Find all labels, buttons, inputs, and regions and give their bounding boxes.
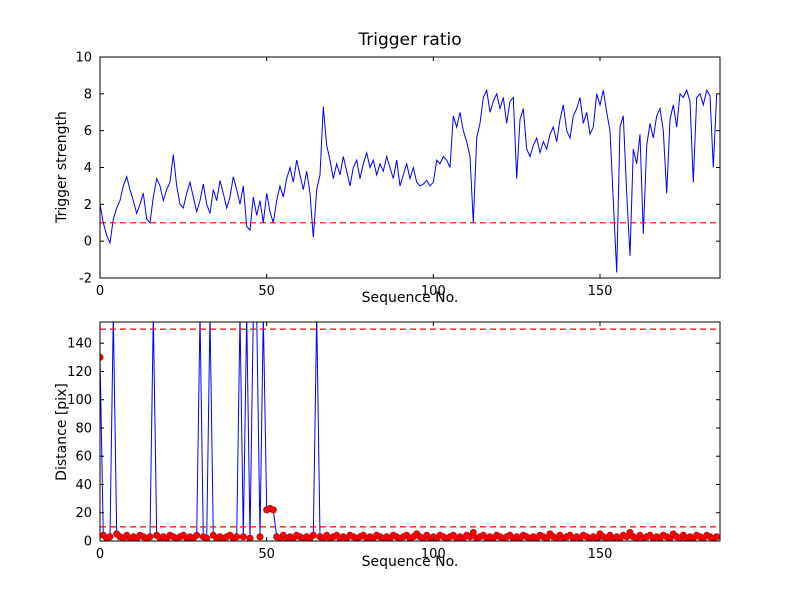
data-marker [203,534,211,541]
series-group [100,88,718,273]
y-tick-label: 10 [75,51,92,66]
x-tick-label: 150 [588,284,613,299]
series-group [100,322,720,541]
x-tick-label: 150 [588,547,613,562]
x-axis-label-top: Sequence No. [361,290,459,306]
x-tick-label: 0 [96,547,104,562]
series-line-trigger-strength [100,88,718,273]
series-line-distance [100,322,717,539]
y-tick-label: 40 [75,478,92,493]
y-tick-label: -2 [79,272,92,287]
data-marker [713,533,720,541]
y-tick-label: 60 [75,450,92,465]
data-marker [233,533,241,541]
data-marker [246,534,254,541]
y-tick-label: 120 [67,365,92,380]
y-tick-label: 4 [84,161,92,176]
data-marker [146,533,154,541]
chart-title: Trigger ratio [358,30,462,50]
data-marker [239,533,247,541]
y-tick-label: 100 [67,393,92,408]
x-tick-label: 0 [96,284,104,299]
y-tick-label: 80 [75,421,92,436]
y-tick-label: 6 [84,124,92,139]
y-tick-label: 0 [84,235,92,250]
x-tick-label: 100 [421,547,446,562]
x-tick-label: 50 [258,547,275,562]
axes-frame [99,321,721,542]
data-marker [469,528,477,536]
y-tick-label: 140 [67,337,92,352]
data-marker [269,506,277,514]
y-tick-label: 20 [75,506,92,521]
y-tick-label: 8 [84,87,92,102]
y-axis-label-bottom: Distance [pix] [54,383,70,481]
data-marker [193,531,201,539]
x-axis-label-bottom: Sequence No. [361,554,459,570]
data-marker [106,533,114,541]
y-tick-label: 0 [84,535,92,550]
x-tick-label: 50 [258,284,275,299]
data-marker [256,533,264,541]
data-marker [309,531,317,539]
y-axis-label-top: Trigger strength [54,111,70,223]
y-tick-label: 2 [84,198,92,213]
x-tick-label: 100 [421,284,446,299]
axes-frame [99,56,721,279]
